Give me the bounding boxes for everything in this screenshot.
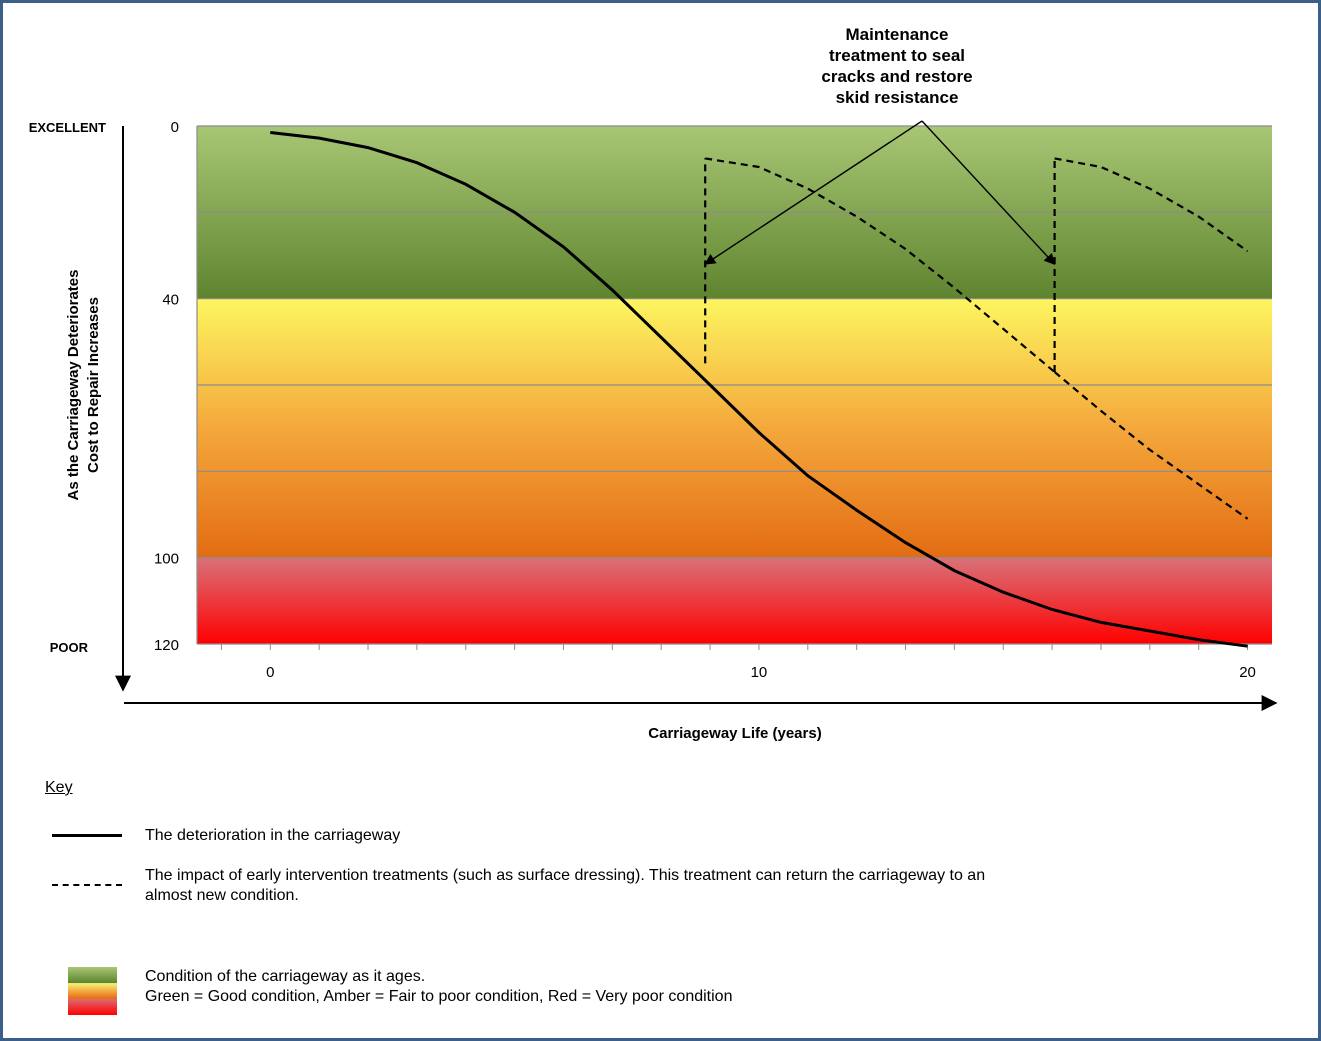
key-swatch-text-line1: Condition of the carriageway as it ages.	[145, 968, 426, 985]
key-solid-text: The deterioration in the carriageway	[145, 827, 401, 844]
annotation-text: Maintenance	[846, 25, 949, 44]
key-title: Key	[45, 779, 73, 796]
key-condition-swatch	[68, 967, 117, 1015]
x-tick-label: 20	[1239, 664, 1256, 681]
key-dashed-line-swatch	[52, 884, 122, 886]
intervention-dashed-line	[1054, 157, 1249, 253]
deterioration-line	[270, 131, 1248, 648]
key-dashed-text-line1: The impact of early intervention treatme…	[145, 867, 986, 884]
y-tick-label: 40	[162, 292, 179, 309]
y-end-label-excellent: EXCELLENT	[29, 120, 106, 135]
y-tick-label: 0	[171, 119, 179, 136]
band-red	[197, 557, 1272, 644]
key-swatch-text-line2: Green = Good condition, Amber = Fair to …	[145, 988, 733, 1005]
annotation-text: skid resistance	[836, 88, 959, 107]
intervention-dashed-line	[1053, 371, 1249, 520]
annotation-arrow	[704, 120, 923, 265]
x-axis-label: Carriageway Life (years)	[648, 725, 821, 742]
annotation-text: cracks and restore	[821, 67, 972, 86]
y-axis-label-line1: As the Carriageway Deteriorates	[65, 270, 82, 501]
y-tick-label: 120	[154, 637, 179, 654]
x-tick-label: 0	[266, 664, 274, 681]
y-end-label-poor: POOR	[50, 640, 89, 655]
intervention-dashed-line	[705, 157, 1056, 373]
band-amber	[197, 298, 1272, 558]
x-tick-label: 10	[751, 664, 768, 681]
annotation-arrow	[921, 120, 1056, 265]
key-solid-line-swatch	[52, 834, 122, 837]
annotation-text: treatment to seal	[829, 46, 965, 65]
chart-svg: Maintenance treatment to seal cracks and r…	[29, 25, 1278, 742]
key-dashed-text-line2: almost new condition.	[145, 887, 299, 904]
y-axis-label-line2: Cost to Repair Increases	[85, 297, 102, 473]
y-tick-label: 100	[154, 551, 179, 568]
